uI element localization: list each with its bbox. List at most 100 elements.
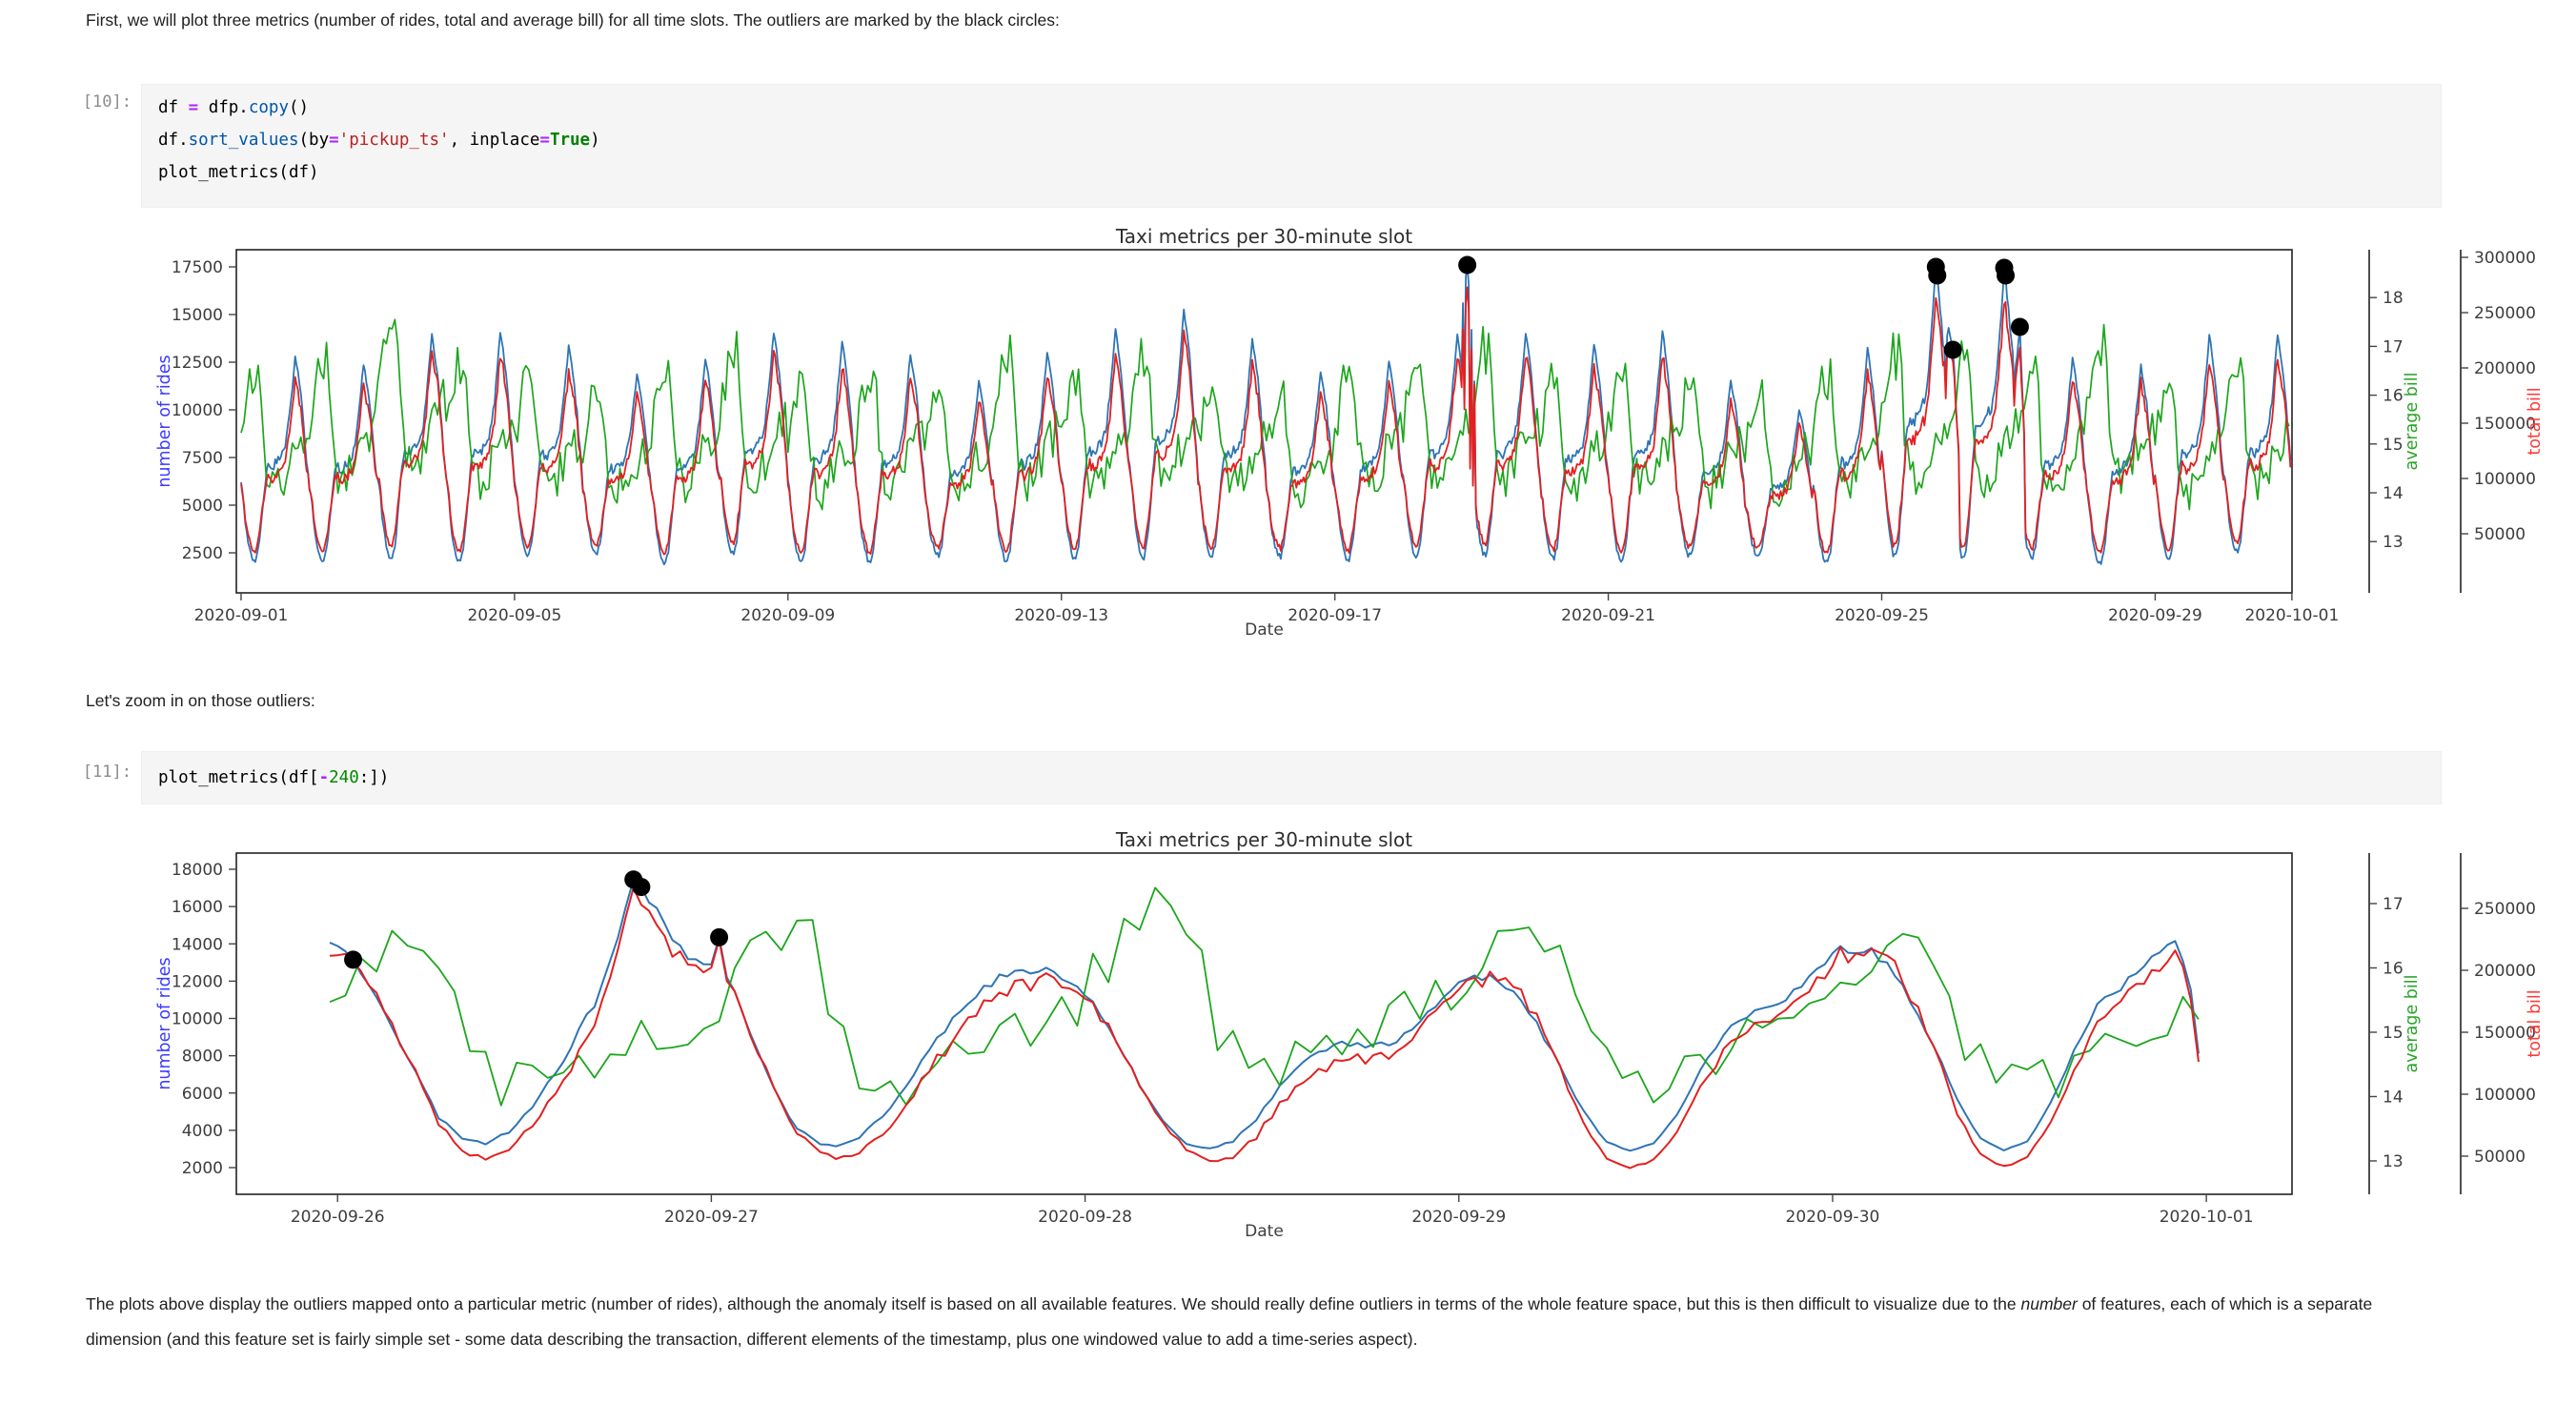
svg-text:2020-09-30: 2020-09-30 <box>1786 1208 1880 1227</box>
svg-text:200000: 200000 <box>2474 359 2536 378</box>
metrics-figure-2: Taxi metrics per 30-minute slot 18000 1600… <box>155 828 2545 1241</box>
svg-text:12000: 12000 <box>172 972 223 991</box>
code-cell-1[interactable] <box>141 84 2442 208</box>
svg-text:250000: 250000 <box>2474 304 2536 323</box>
svg-text:16: 16 <box>2383 387 2404 406</box>
svg-text:50000: 50000 <box>2474 1148 2525 1167</box>
svg-text:2020-09-05: 2020-09-05 <box>467 606 561 625</box>
svg-text:15: 15 <box>2383 436 2404 455</box>
outlier-dot <box>2010 317 2029 336</box>
svg-text:7500: 7500 <box>182 449 223 468</box>
svg-text:17: 17 <box>2383 895 2404 914</box>
svg-text:2020-09-13: 2020-09-13 <box>1014 606 1108 625</box>
outlier-dot <box>710 927 729 946</box>
svg-text:14: 14 <box>2383 1088 2404 1107</box>
svg-text:15: 15 <box>2383 1024 2404 1043</box>
svg-text:2020-09-21: 2020-09-21 <box>1561 606 1655 625</box>
svg-text:12500: 12500 <box>172 354 223 373</box>
svg-text:17: 17 <box>2383 337 2404 356</box>
y-axis-label-average-bill: average bill <box>2403 373 2422 471</box>
svg-text:2020-09-09: 2020-09-09 <box>740 606 835 625</box>
y-axis-label-total-bill: total bill <box>2525 989 2545 1057</box>
code-cell-2[interactable] <box>141 751 2442 804</box>
series-average-bill <box>240 318 2290 511</box>
metrics-figure-1: Taxi metrics per 30-minute slot 17500 1500… <box>155 225 2545 640</box>
svg-text:16000: 16000 <box>172 898 223 917</box>
markdown-closing: The plots above display the outliers map… <box>86 1287 2447 1357</box>
svg-text:15000: 15000 <box>172 306 223 325</box>
outlier-dot <box>1943 340 1962 359</box>
plot-frame <box>235 249 2293 594</box>
left-axis-number-of-rides: 18000 16000 14000 12000 10000 8000 6000 4000 200… <box>172 861 236 1178</box>
code-line: plot_metrics(df[-240:]) <box>158 768 390 787</box>
svg-text:17500: 17500 <box>172 258 223 277</box>
y-axis-label-average-bill: average bill <box>2403 975 2422 1073</box>
x-axis-title-date: Date <box>1245 620 1284 640</box>
right-axis-average-bill: 18 17 16 15 14 13 average bill <box>2368 250 2422 593</box>
x-axis-title-date: Date <box>1245 1222 1284 1241</box>
series-number-of-rides <box>240 264 2292 566</box>
svg-text:2000: 2000 <box>182 1159 223 1178</box>
plot-title: Taxi metrics per 30-minute slot <box>1115 225 1412 248</box>
svg-text:300000: 300000 <box>2474 249 2536 268</box>
closing-text-post: of features, each of which is a separate… <box>86 1294 2373 1349</box>
svg-text:10000: 10000 <box>172 401 223 420</box>
outlier-dot <box>1928 266 1947 285</box>
y-axis-label-number-of-rides: number of rides <box>155 355 174 487</box>
svg-text:100000: 100000 <box>2474 1086 2536 1105</box>
outlier-dot <box>1458 255 1477 275</box>
svg-text:2500: 2500 <box>182 544 223 563</box>
series-total-bill <box>329 886 2200 1170</box>
svg-text:150000: 150000 <box>2474 415 2536 434</box>
y-axis-label-total-bill: total bill <box>2525 387 2545 455</box>
svg-text:13: 13 <box>2383 533 2404 552</box>
outlier-markers <box>1458 255 2029 359</box>
cell-1-prompt: [10]: <box>82 92 132 112</box>
svg-text:14000: 14000 <box>172 935 223 954</box>
left-axis-number-of-rides: 17500 15000 12500 10000 7500 5000 2500 <box>172 258 236 563</box>
svg-text:250000: 250000 <box>2474 900 2536 919</box>
svg-text:2020-09-28: 2020-09-28 <box>1038 1208 1132 1227</box>
svg-text:2020-09-29: 2020-09-29 <box>2108 606 2202 625</box>
code-line: plot_metrics(df) <box>158 163 319 182</box>
right-axis-total-bill: 250000 200000 150000 100000 50000 total bill <box>2460 853 2545 1194</box>
svg-text:2020-10-01: 2020-10-01 <box>2244 606 2339 625</box>
svg-text:14: 14 <box>2383 484 2404 503</box>
svg-text:2020-09-01: 2020-09-01 <box>194 606 289 625</box>
cell-2-prompt: [11]: <box>82 763 132 782</box>
code-cell-2-input[interactable]: plot_metrics(df[-240:]) <box>158 762 389 794</box>
svg-text:2020-09-25: 2020-09-25 <box>1835 606 1929 625</box>
svg-text:2020-09-27: 2020-09-27 <box>664 1208 759 1227</box>
series-average-bill <box>329 886 2200 1107</box>
svg-text:150000: 150000 <box>2474 1024 2536 1043</box>
svg-text:16: 16 <box>2383 959 2404 978</box>
svg-text:2020-10-01: 2020-10-01 <box>2160 1208 2254 1227</box>
series-number-of-rides <box>329 878 2200 1152</box>
right-axis-total-bill: 300000 250000 200000 150000 100000 50000 total… <box>2460 249 2545 593</box>
right-axis-average-bill: 17 16 15 14 13 average bill <box>2368 853 2422 1194</box>
closing-text-pre: The plots above display the outliers map… <box>86 1294 2021 1313</box>
svg-text:50000: 50000 <box>2474 525 2525 544</box>
code-line: df.sort_values(by='pickup_ts', inplace=T… <box>158 131 600 150</box>
svg-text:18: 18 <box>2383 289 2404 308</box>
closing-text-italic: number <box>2020 1294 2078 1313</box>
svg-text:6000: 6000 <box>182 1085 223 1104</box>
svg-text:200000: 200000 <box>2474 962 2536 981</box>
code-line: df = dfp.copy() <box>158 98 310 117</box>
svg-text:4000: 4000 <box>182 1122 223 1141</box>
svg-text:2020-09-17: 2020-09-17 <box>1288 606 1382 625</box>
plot-frame <box>235 852 2293 1195</box>
outlier-markers <box>344 870 729 969</box>
code-cell-1-input[interactable]: df = dfp.copy() df.sort_values(by='pickup… <box>158 92 600 189</box>
svg-text:13: 13 <box>2383 1152 2404 1171</box>
svg-text:100000: 100000 <box>2474 470 2536 489</box>
x-axis-date: 2020-09-01 2020-09-05 2020-09-09 2020-09-13… <box>194 593 2339 640</box>
svg-text:18000: 18000 <box>172 861 223 880</box>
outlier-dot <box>1997 266 2016 285</box>
plot-title: Taxi metrics per 30-minute slot <box>1115 828 1412 851</box>
x-axis-date: 2020-09-26 2020-09-27 2020-09-28 2020-09-29… <box>291 1194 2254 1241</box>
outlier-dot <box>344 950 363 969</box>
svg-text:5000: 5000 <box>182 497 223 516</box>
svg-text:2020-09-29: 2020-09-29 <box>1411 1208 1506 1227</box>
